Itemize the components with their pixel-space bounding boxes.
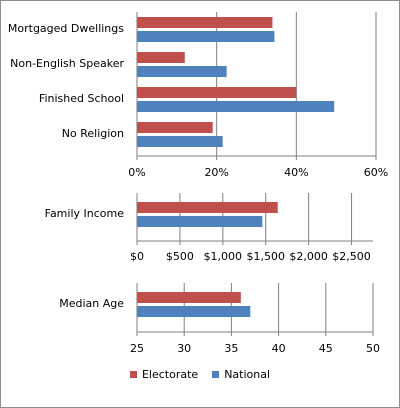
legend-label-national: National xyxy=(224,368,271,381)
x-tick-label-1-2: 40% xyxy=(284,166,308,179)
x-tick-label-3-2: 35 xyxy=(224,342,238,355)
x-tick-label-2-2: $1,000 xyxy=(204,250,243,263)
bar-non-english-speaker-electorate xyxy=(137,52,185,63)
legend-item-national: National xyxy=(212,368,270,381)
x-tick-label-2-0: $0 xyxy=(130,250,144,263)
x-tick-label-2-5: $2,500 xyxy=(332,250,371,263)
legend-label-electorate: Electorate xyxy=(141,368,199,381)
x-tick-label-2-3: $1,500 xyxy=(246,250,285,263)
bar-finished-school-electorate xyxy=(137,87,297,98)
category-label-family-income: Family Income xyxy=(45,207,125,220)
category-label-non-english-speaker: Non-English Speaker xyxy=(10,57,124,70)
bar-mortgaged-dwellings-electorate xyxy=(137,17,273,28)
x-tick-label-3-1: 30 xyxy=(177,342,191,355)
category-label-mortgaged-dwellings: Mortgaged Dwellings xyxy=(8,22,124,35)
legend: Electorate National xyxy=(0,368,400,381)
bar-median-age-national xyxy=(137,306,251,317)
x-tick-label-3-3: 40 xyxy=(272,342,286,355)
category-label-median-age: Median Age xyxy=(59,297,124,310)
bar-family-income-national xyxy=(137,216,263,227)
x-tick-label-3-4: 45 xyxy=(319,342,333,355)
x-tick-label-1-1: 20% xyxy=(204,166,228,179)
category-label-finished-school: Finished School xyxy=(39,92,124,105)
bar-finished-school-national xyxy=(137,101,335,112)
bar-mortgaged-dwellings-national xyxy=(137,31,275,42)
bar-median-age-electorate xyxy=(137,292,241,303)
bar-no-religion-electorate xyxy=(137,122,213,133)
bar-family-income-electorate xyxy=(137,202,278,213)
x-tick-label-3-5: 50 xyxy=(366,342,380,355)
legend-swatch-electorate xyxy=(129,371,137,378)
x-tick-label-2-1: $500 xyxy=(166,250,194,263)
x-tick-label-3-0: 25 xyxy=(130,342,144,355)
x-tick-label-1-0: 0% xyxy=(128,166,145,179)
bar-non-english-speaker-national xyxy=(137,66,227,77)
bar-no-religion-national xyxy=(137,136,223,147)
x-tick-label-1-3: 60% xyxy=(364,166,388,179)
legend-swatch-national xyxy=(212,371,220,378)
legend-item-electorate: Electorate xyxy=(129,368,199,381)
category-label-no-religion: No Religion xyxy=(62,127,124,140)
x-tick-label-2-4: $2,000 xyxy=(289,250,328,263)
